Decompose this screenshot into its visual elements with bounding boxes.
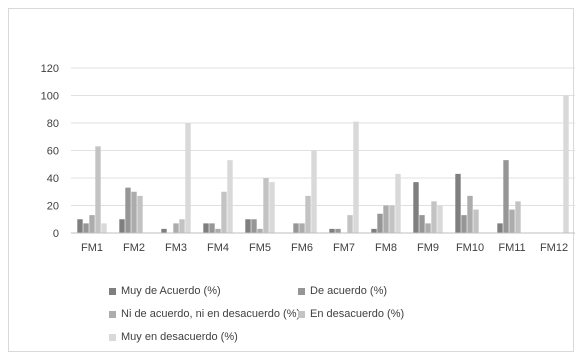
legend-label: Muy de Acuerdo (%) xyxy=(121,285,221,297)
bar xyxy=(395,173,401,233)
bar xyxy=(293,223,299,233)
legend-item: De acuerdo (%) xyxy=(298,285,387,297)
bar xyxy=(335,228,341,233)
x-tick-label: FM2 xyxy=(123,242,145,254)
bar xyxy=(413,182,419,233)
bar xyxy=(563,95,569,233)
bar xyxy=(419,215,425,233)
bar xyxy=(353,121,359,233)
x-tick-label: FM5 xyxy=(249,242,271,254)
bar xyxy=(221,191,227,233)
legend-item: Muy en desacuerdo (%) xyxy=(109,331,238,343)
bar xyxy=(209,223,215,233)
y-tick-label: 60 xyxy=(47,146,59,158)
bar-chart: 0 20 40 60 80 100 120 FM1 FM2 FM3 FM4 FM5 FM6 FM7 FM8 F… xyxy=(41,63,575,254)
bar xyxy=(347,215,353,233)
legend-label: En desacuerdo (%) xyxy=(310,308,405,320)
bar xyxy=(257,228,263,233)
bar xyxy=(263,178,269,233)
bar xyxy=(95,146,101,233)
bar xyxy=(161,228,167,233)
bar xyxy=(131,191,137,233)
x-tick-label: FM9 xyxy=(417,242,439,254)
bar xyxy=(431,201,437,233)
bar xyxy=(425,223,431,233)
bar xyxy=(245,219,251,233)
x-tick-label: FM6 xyxy=(291,242,313,254)
bar xyxy=(503,160,509,233)
x-tick-label: FM3 xyxy=(165,242,187,254)
legend-swatch xyxy=(298,287,305,295)
bar xyxy=(269,182,275,233)
bar xyxy=(299,223,305,233)
gridlines xyxy=(71,67,575,206)
bar xyxy=(329,228,335,233)
y-tick-label: 100 xyxy=(41,91,59,103)
x-tick-label: FM7 xyxy=(333,242,355,254)
y-tick-label: 20 xyxy=(47,201,59,213)
x-tick-label: FM1 xyxy=(81,242,103,254)
x-tick-label: FM11 xyxy=(498,242,525,254)
bar xyxy=(215,228,221,233)
legend-item: Ni de acuerdo, ni en desacuerdo (%) xyxy=(109,308,300,320)
bar xyxy=(311,150,317,233)
bar xyxy=(473,209,479,233)
bar xyxy=(125,187,131,233)
bar xyxy=(173,223,179,233)
bar xyxy=(383,205,389,233)
bar xyxy=(89,215,95,233)
bar xyxy=(305,195,311,233)
y-tick-label: 0 xyxy=(53,228,59,240)
legend-label: Muy en desacuerdo (%) xyxy=(121,331,238,343)
axes: 0 20 40 60 80 100 120 FM1 FM2 FM3 FM4 FM5 FM6 FM7 FM8 F… xyxy=(41,63,575,254)
bar xyxy=(101,223,107,233)
legend-item: Muy de Acuerdo (%) xyxy=(109,285,221,297)
bar xyxy=(119,219,125,233)
bar xyxy=(389,205,395,233)
x-tick-label: FM4 xyxy=(207,242,229,254)
bar xyxy=(203,223,209,233)
bar xyxy=(227,160,233,233)
y-tick-label: 40 xyxy=(47,173,59,185)
chart-area: 0 20 40 60 80 100 120 FM1 FM2 FM3 FM4 FM5 FM6 FM7 FM8 F… xyxy=(8,8,575,352)
bar xyxy=(497,223,503,233)
bar xyxy=(77,219,83,233)
y-tick-label: 120 xyxy=(41,63,59,75)
legend-label: Ni de acuerdo, ni en desacuerdo (%) xyxy=(121,308,301,320)
legend-swatch xyxy=(109,287,116,295)
bars xyxy=(77,95,569,233)
bar xyxy=(515,201,521,233)
legend-swatch xyxy=(298,310,305,318)
legend-swatch xyxy=(109,310,116,318)
x-tick-label: FM12 xyxy=(540,242,568,254)
bar xyxy=(179,219,185,233)
bar xyxy=(437,205,443,233)
x-tick-label: FM8 xyxy=(375,242,397,254)
bar xyxy=(251,219,257,233)
y-tick-label: 80 xyxy=(47,118,59,130)
legend-swatch xyxy=(109,333,116,341)
bar xyxy=(137,195,143,233)
bar xyxy=(455,173,461,233)
bar xyxy=(509,209,515,233)
bar xyxy=(371,228,377,233)
legend-item: En desacuerdo (%) xyxy=(298,308,404,320)
legend-label: De acuerdo (%) xyxy=(310,285,388,297)
bar xyxy=(185,123,191,233)
bar xyxy=(461,215,467,233)
bar xyxy=(377,213,383,233)
bar xyxy=(83,223,89,233)
bar xyxy=(467,195,473,233)
x-tick-label: FM10 xyxy=(456,242,484,254)
